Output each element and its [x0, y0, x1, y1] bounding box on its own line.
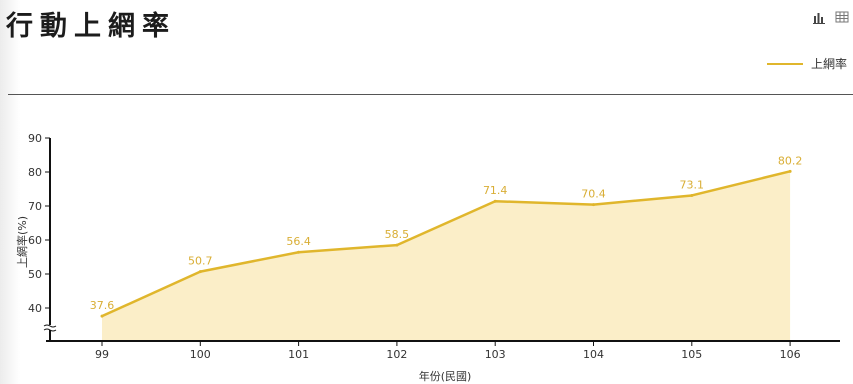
y-axis-title: 上網率(%): [15, 216, 29, 268]
data-label: 37.6: [90, 299, 115, 312]
legend-label: 上網率: [810, 57, 847, 71]
x-tick-label: 104: [583, 348, 604, 361]
series-line: [101, 170, 791, 318]
bar-chart-icon[interactable]: [813, 10, 827, 24]
data-point: [395, 243, 399, 247]
x-tick-label: 100: [190, 348, 211, 361]
left-edge-shade: [0, 0, 20, 384]
x-tick-label: 106: [780, 348, 801, 361]
data-point: [100, 314, 104, 318]
data-point: [297, 250, 301, 254]
data-point: [788, 169, 792, 173]
x-tick-label: 103: [485, 348, 506, 361]
data-point: [198, 270, 202, 274]
axis-break-wave-top: [43, 324, 57, 328]
data-point: [690, 193, 694, 197]
legend-swatch: [766, 62, 803, 65]
y-tick-label: 80: [28, 166, 42, 179]
x-tick-label: 101: [288, 348, 309, 361]
y-axis-break: [43, 324, 57, 332]
x-tick-label: 102: [386, 348, 407, 361]
data-point: [592, 203, 595, 207]
y-tick-label: 40: [28, 302, 42, 315]
chart-legend[interactable]: 上網率: [766, 55, 847, 72]
data-label: 50.7: [188, 255, 213, 268]
data-label: 80.2: [778, 154, 803, 167]
data-point: [493, 199, 497, 203]
data-label: 70.4: [581, 188, 606, 201]
y-tick-label: 90: [28, 132, 42, 145]
data-label: 73.1: [680, 178, 705, 191]
header-divider: [8, 94, 853, 95]
y-tick-label: 70: [28, 200, 42, 213]
x-tick-label: 105: [681, 348, 702, 361]
data-label: 56.4: [286, 235, 311, 248]
y-tick-label: 60: [28, 234, 42, 247]
y-tick-label: 50: [28, 268, 42, 281]
x-axis-title: 年份(民國): [419, 369, 472, 383]
data-label: 58.5: [385, 228, 410, 241]
table-icon[interactable]: [835, 10, 849, 24]
area-fill: [102, 171, 791, 341]
chart-toolbar: [813, 10, 849, 24]
x-tick-label: 99: [95, 348, 109, 361]
data-label: 71.4: [483, 184, 508, 197]
page-title: 行動上網率: [6, 11, 176, 42]
axis-break-gap: [44, 325, 56, 330]
axis-break-wave-bottom: [43, 328, 57, 332]
